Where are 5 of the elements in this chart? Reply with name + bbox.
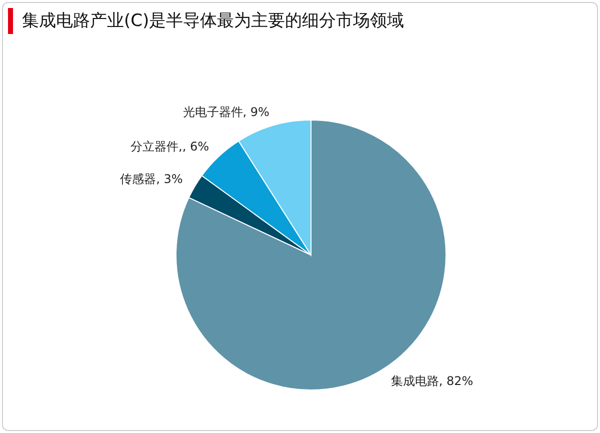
chart-title: 集成电路产业(C)是半导体最为主要的细分市场领域 [22,10,404,33]
slice-label: 分立器件,, 6% [130,139,209,154]
slice-label: 集成电路, 82% [390,374,474,388]
slice-label: 光电子器件, 9% [182,104,270,119]
slice-label: 传感器, 3% [120,172,183,186]
